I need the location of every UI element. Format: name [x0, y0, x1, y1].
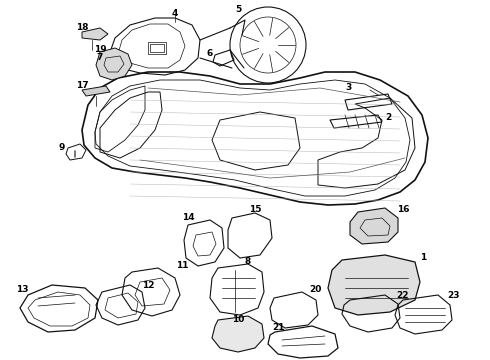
Polygon shape	[212, 316, 264, 352]
Text: 4: 4	[172, 9, 178, 18]
Polygon shape	[82, 86, 110, 96]
Text: 7: 7	[97, 53, 103, 62]
Text: 18: 18	[76, 23, 88, 32]
Text: 23: 23	[447, 291, 459, 300]
Text: 1: 1	[420, 253, 426, 262]
Text: 14: 14	[182, 213, 195, 222]
Text: 16: 16	[397, 206, 409, 215]
Text: 2: 2	[385, 113, 391, 122]
Polygon shape	[350, 208, 398, 244]
Polygon shape	[82, 28, 108, 40]
Text: 15: 15	[249, 206, 261, 215]
Text: 17: 17	[75, 81, 88, 90]
Text: 20: 20	[309, 285, 321, 294]
Polygon shape	[328, 255, 420, 315]
Text: 11: 11	[176, 261, 188, 270]
Text: 8: 8	[245, 257, 251, 266]
Text: 9: 9	[59, 144, 65, 153]
Text: 6: 6	[207, 49, 213, 58]
Text: 22: 22	[396, 291, 408, 300]
Text: 3: 3	[345, 84, 351, 93]
Text: 19: 19	[94, 45, 106, 54]
Text: 12: 12	[142, 282, 154, 291]
Polygon shape	[96, 48, 132, 80]
Text: 10: 10	[232, 315, 244, 324]
Text: 21: 21	[272, 324, 284, 333]
Text: 5: 5	[235, 5, 241, 14]
Text: 13: 13	[16, 285, 28, 294]
